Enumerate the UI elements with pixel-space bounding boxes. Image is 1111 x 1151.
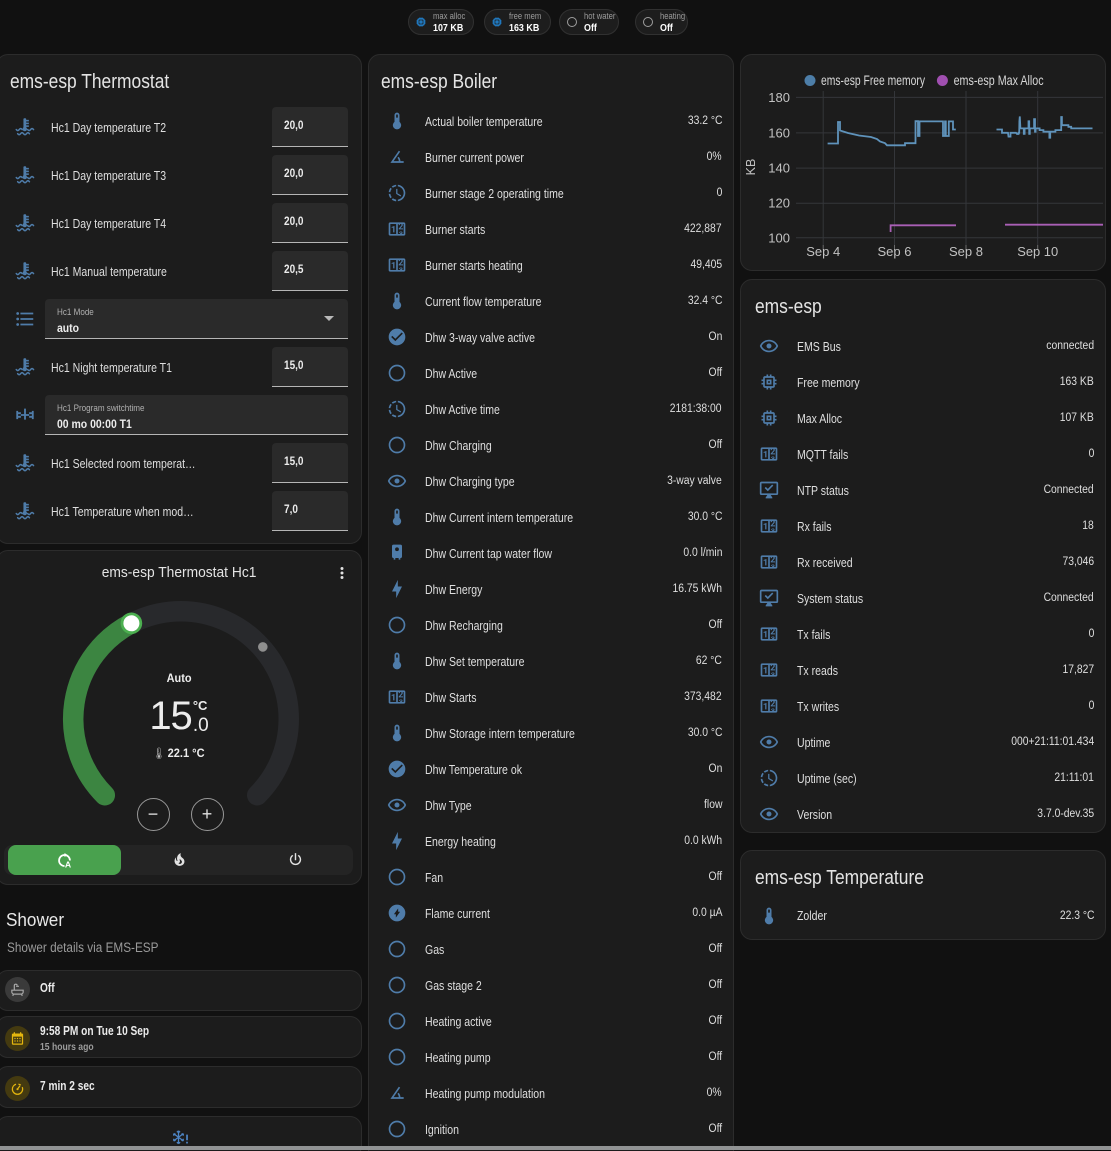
svg-text:Sep 4: Sep 4 xyxy=(806,244,840,259)
svg-text:A: A xyxy=(65,859,72,869)
svg-text:KB: KB xyxy=(744,159,758,176)
svg-text:Sep 6: Sep 6 xyxy=(878,244,912,259)
svg-text:100: 100 xyxy=(768,230,790,245)
svg-text:180: 180 xyxy=(768,90,790,105)
svg-text:140: 140 xyxy=(768,161,790,176)
svg-text:Sep 10: Sep 10 xyxy=(1017,244,1058,259)
svg-text:ems-esp Max Alloc: ems-esp Max Alloc xyxy=(954,72,1044,88)
svg-text:ems-esp Free memory: ems-esp Free memory xyxy=(821,72,925,88)
svg-text:Sep 8: Sep 8 xyxy=(949,244,983,259)
svg-text:120: 120 xyxy=(768,196,790,211)
svg-text:160: 160 xyxy=(768,125,790,140)
